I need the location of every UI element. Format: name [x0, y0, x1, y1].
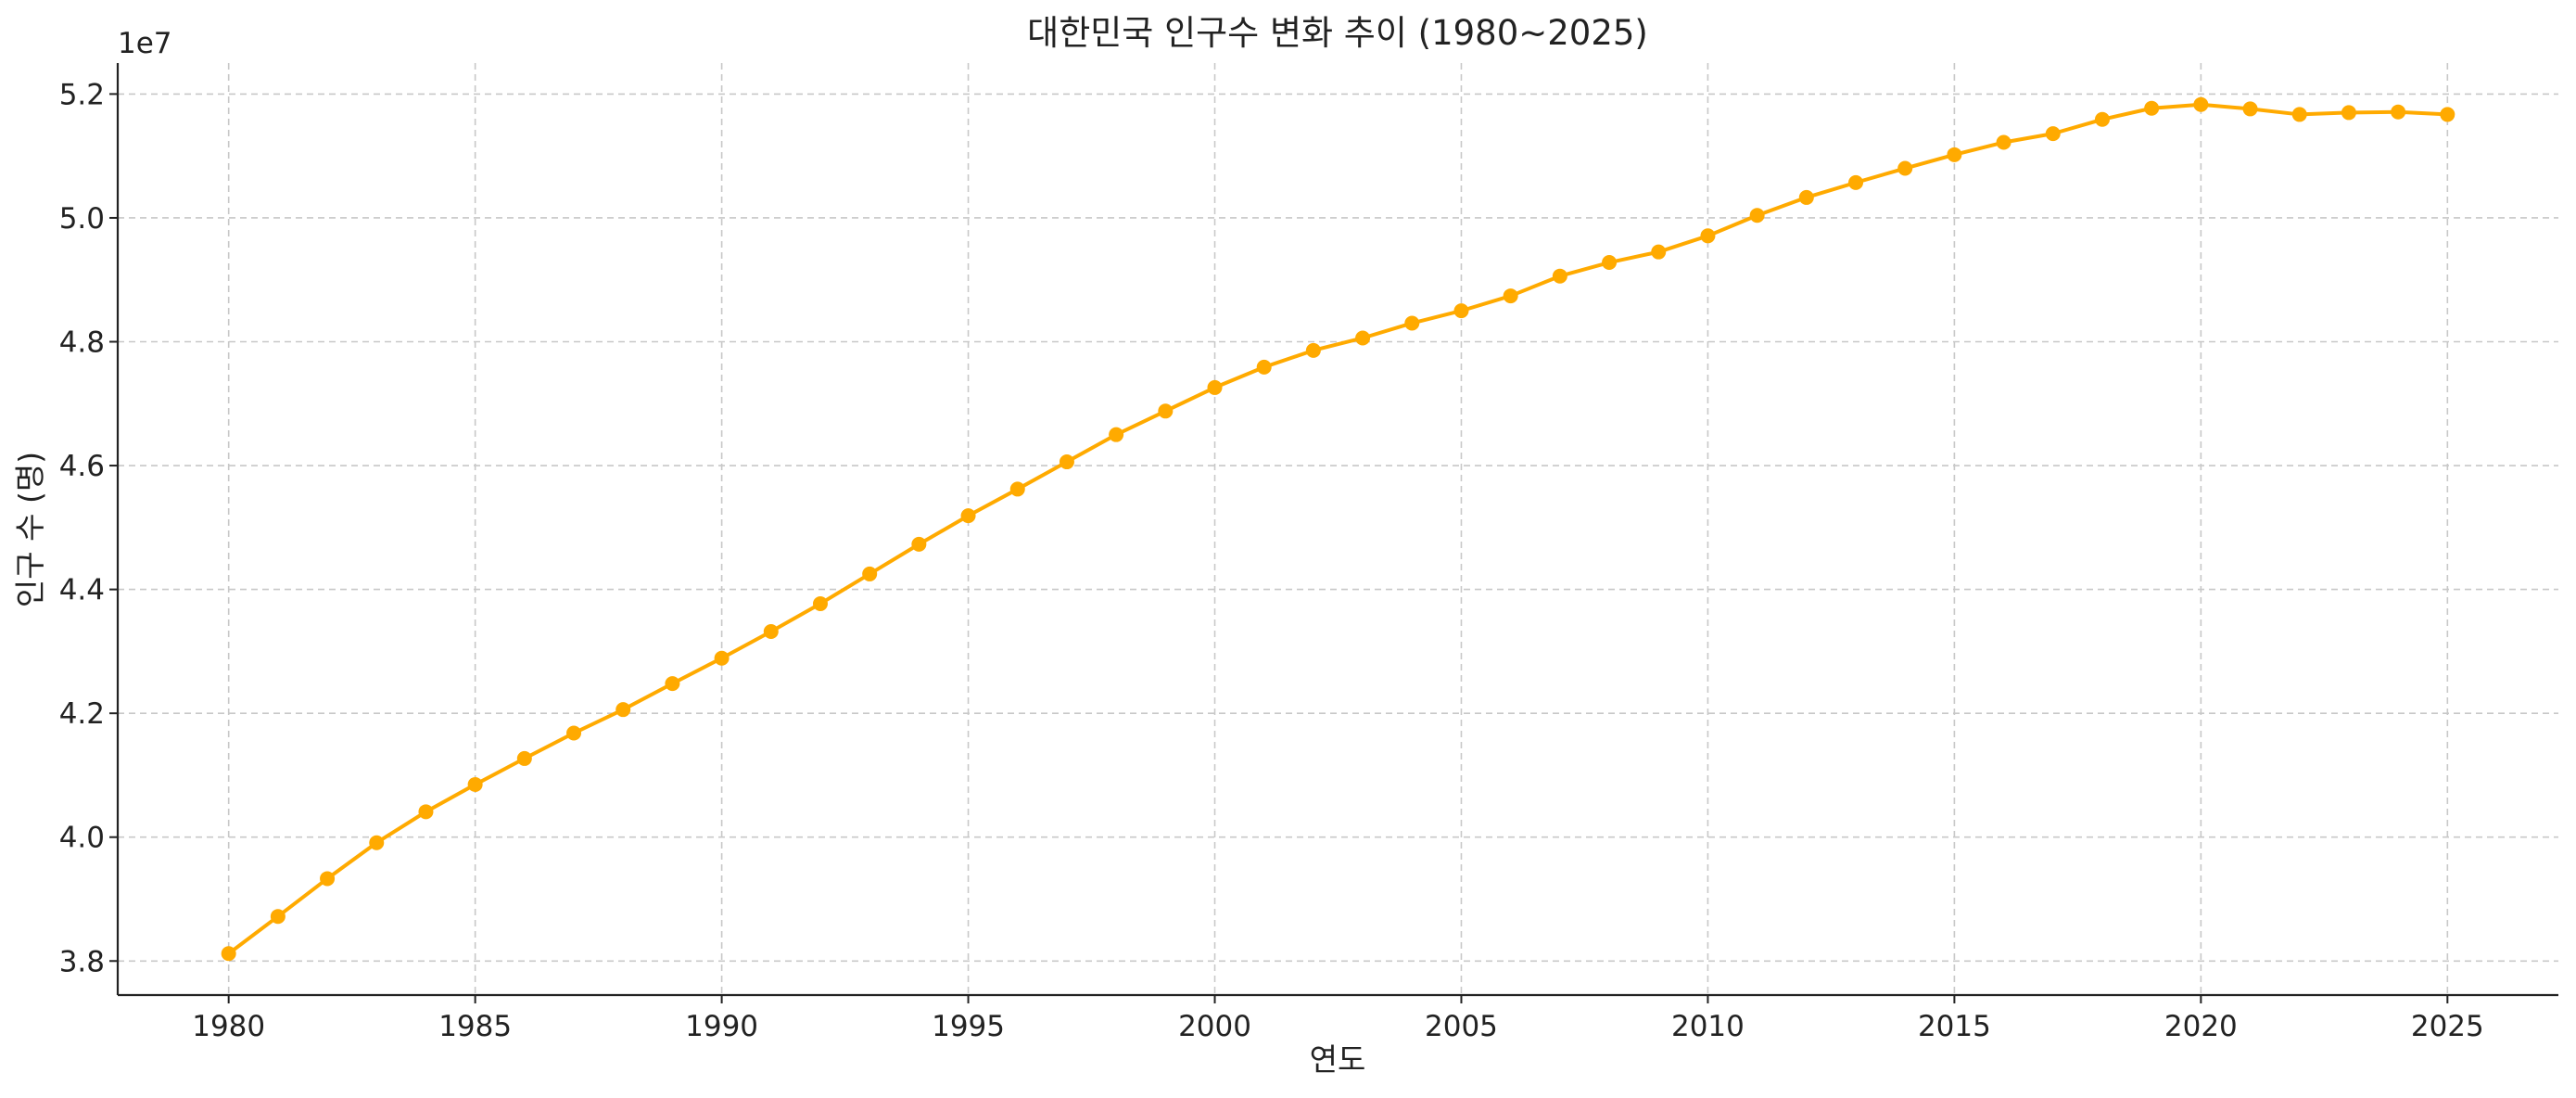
data-point	[2440, 107, 2455, 122]
data-point	[1749, 208, 1765, 223]
x-tick-label: 1985	[438, 1010, 512, 1043]
data-point	[1897, 160, 1913, 176]
data-point	[2144, 100, 2160, 116]
data-point	[714, 650, 730, 666]
y-tick-label: 5.2	[59, 78, 105, 111]
data-point	[1009, 481, 1025, 497]
data-point	[418, 804, 434, 820]
x-tick-label: 2010	[1671, 1010, 1745, 1043]
data-point	[763, 624, 779, 640]
data-point	[665, 676, 680, 692]
data-point	[369, 835, 385, 850]
x-tick-label: 2020	[2164, 1010, 2238, 1043]
data-point	[320, 871, 336, 887]
data-point	[467, 776, 483, 792]
data-point	[2193, 96, 2209, 112]
x-axis-label: 연도	[1310, 1041, 1366, 1078]
data-point	[1355, 330, 1371, 346]
data-point	[862, 566, 878, 581]
data-point	[1552, 268, 1567, 284]
y-axis-label: 인구 수 (명)	[12, 452, 48, 607]
axes	[116, 63, 2558, 997]
data-point	[516, 750, 532, 766]
x-tick-label: 1995	[932, 1010, 1005, 1043]
data-point	[1651, 244, 1667, 260]
x-tick-label: 1980	[192, 1010, 265, 1043]
data-point	[1700, 228, 1716, 244]
data-point	[2094, 111, 2110, 127]
data-point	[1453, 303, 1469, 319]
data-point	[1602, 255, 1618, 271]
data-point	[960, 508, 976, 524]
data-point	[615, 702, 631, 718]
grid	[118, 63, 2558, 995]
y-tick-label: 5.0	[59, 202, 105, 236]
data-point	[221, 946, 236, 962]
series-line	[226, 102, 2450, 956]
data-point	[1404, 315, 1420, 331]
chart-title: 대한민국 인구수 변화 추이 (1980~2025)	[1027, 13, 1648, 53]
ticks: 1980 1985 1990 1995 2000 2005 2010 2015 2020 2025…	[59, 78, 2484, 1043]
y-tick-label: 4.4	[59, 574, 105, 607]
data-point	[2045, 126, 2061, 142]
data-point	[2391, 104, 2406, 120]
data-point	[2242, 101, 2258, 117]
x-tick-label: 2015	[1918, 1010, 1991, 1043]
data-point	[2291, 107, 2307, 122]
x-tick-label: 2025	[2411, 1010, 2484, 1043]
data-point	[1059, 454, 1074, 470]
data-point	[911, 536, 927, 552]
data-point	[1207, 379, 1223, 395]
y-tick-label: 4.0	[59, 822, 105, 855]
data-point	[1109, 427, 1124, 442]
data-point	[1996, 134, 2011, 150]
y-tick-label: 4.8	[59, 326, 105, 359]
data-point	[270, 909, 286, 925]
data-point	[1798, 189, 1814, 205]
x-tick-label: 2005	[1425, 1010, 1498, 1043]
data-point	[812, 595, 828, 611]
series-layer	[221, 96, 2455, 962]
data-point	[1305, 342, 1321, 358]
data-point	[1848, 174, 1864, 190]
data-point	[1503, 288, 1518, 304]
y-tick-label: 4.2	[59, 697, 105, 731]
x-tick-label: 2000	[1178, 1010, 1251, 1043]
data-point	[2341, 105, 2356, 121]
y-tick-label: 3.8	[59, 945, 105, 978]
data-point	[1947, 147, 1962, 162]
data-point	[566, 725, 582, 741]
y-axis-exponent-label: 1e7	[118, 27, 172, 60]
data-point	[1158, 403, 1174, 419]
data-point	[1256, 359, 1272, 375]
y-tick-label: 4.6	[59, 450, 105, 483]
x-tick-label: 1990	[685, 1010, 758, 1043]
